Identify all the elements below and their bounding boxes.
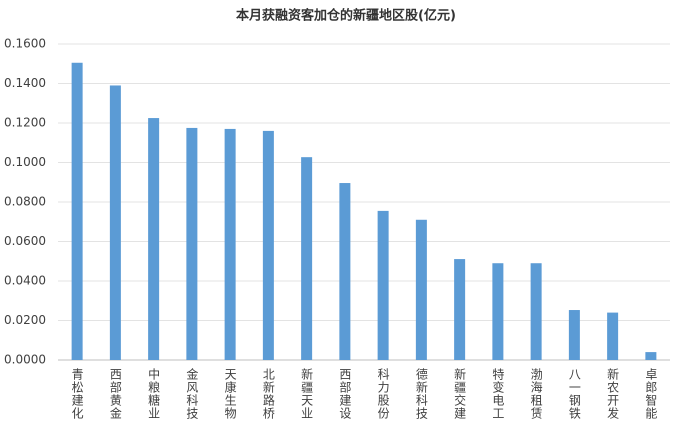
- y-tick-label: 0.1200: [4, 116, 46, 130]
- y-tick-label: 0.0400: [4, 274, 46, 288]
- bar: [262, 130, 274, 360]
- bar: [301, 157, 313, 360]
- bar: [568, 310, 580, 360]
- x-tick-label: 西部黄金: [108, 368, 122, 420]
- bar: [645, 352, 657, 360]
- x-tick-label: 西部建设: [338, 368, 352, 420]
- x-tick-label: 新疆交建: [453, 367, 467, 420]
- bar: [109, 85, 121, 360]
- bar: [607, 312, 619, 360]
- x-tick-label: 新疆天业: [300, 367, 314, 420]
- x-tick-label: 北新路桥: [261, 368, 275, 420]
- bar: [224, 128, 236, 360]
- y-tick-label: 0.0000: [4, 353, 46, 367]
- bar: [377, 210, 389, 360]
- y-tick-label: 0.0600: [4, 234, 46, 248]
- y-tick-label: 0.0800: [4, 195, 46, 209]
- x-tick-label: 金风科技: [185, 367, 199, 420]
- bar: [492, 263, 504, 360]
- bar: [415, 219, 427, 360]
- x-tick-label: 卓郎智能: [644, 368, 658, 420]
- x-tick-label: 科力股份: [376, 368, 390, 420]
- chart-title: 本月获融资客加仓的新疆地区股(亿元): [236, 8, 456, 24]
- x-tick-label: 特变电工: [491, 367, 505, 420]
- bar: [339, 183, 351, 360]
- bar: [186, 127, 198, 360]
- x-tick-label: 青松建化: [70, 368, 84, 420]
- y-tick-label: 0.1400: [4, 76, 46, 90]
- y-tick-label: 0.1600: [4, 37, 46, 51]
- bar: [148, 118, 160, 360]
- y-tick-label: 0.1000: [4, 155, 46, 169]
- bar: [71, 62, 83, 360]
- x-tick-label: 新农开发: [606, 367, 620, 420]
- y-tick-label: 0.0200: [4, 313, 46, 327]
- bar: [530, 263, 542, 360]
- x-tick-label: 德新科技: [414, 367, 428, 420]
- x-tick-label: 八一钢铁: [567, 368, 581, 420]
- x-tick-label: 天康生物: [223, 368, 237, 420]
- x-tick-label: 渤海租赁: [529, 368, 543, 420]
- bar: [454, 259, 466, 360]
- x-tick-label: 中粮糖业: [147, 367, 161, 420]
